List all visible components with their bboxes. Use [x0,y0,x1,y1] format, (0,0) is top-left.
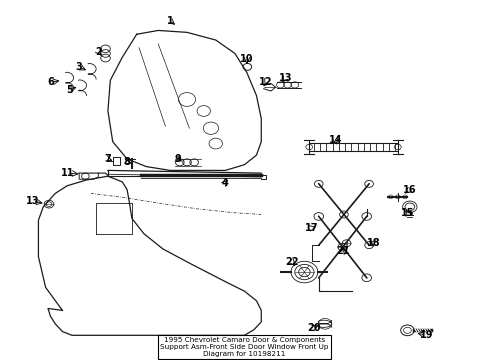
Text: 22: 22 [285,257,299,267]
Text: 8: 8 [123,157,130,167]
Text: 17: 17 [304,223,318,233]
Text: 11: 11 [61,168,74,178]
Text: 12: 12 [259,77,272,87]
Text: 13: 13 [26,196,40,206]
Text: 20: 20 [306,323,320,333]
Text: 14: 14 [328,135,342,145]
Text: 18: 18 [366,238,380,248]
Text: 5: 5 [66,85,73,95]
Text: 21: 21 [335,246,349,256]
Text: 1995 Chevrolet Camaro Door & Components
Support Asm-Front Side Door Window Front: 1995 Chevrolet Camaro Door & Components … [160,337,328,357]
Text: 3: 3 [76,62,82,72]
Text: 4: 4 [222,178,228,188]
Text: 19: 19 [419,330,432,340]
Text: 2: 2 [95,46,102,57]
Text: 1: 1 [166,16,173,26]
Text: 10: 10 [240,54,253,64]
Text: 7: 7 [104,154,111,164]
Text: 13: 13 [278,73,291,84]
Text: 15: 15 [400,208,413,217]
Text: 6: 6 [47,77,54,87]
Bar [308,143,397,151]
Text: 9: 9 [174,154,181,164]
Text: 16: 16 [402,185,416,195]
